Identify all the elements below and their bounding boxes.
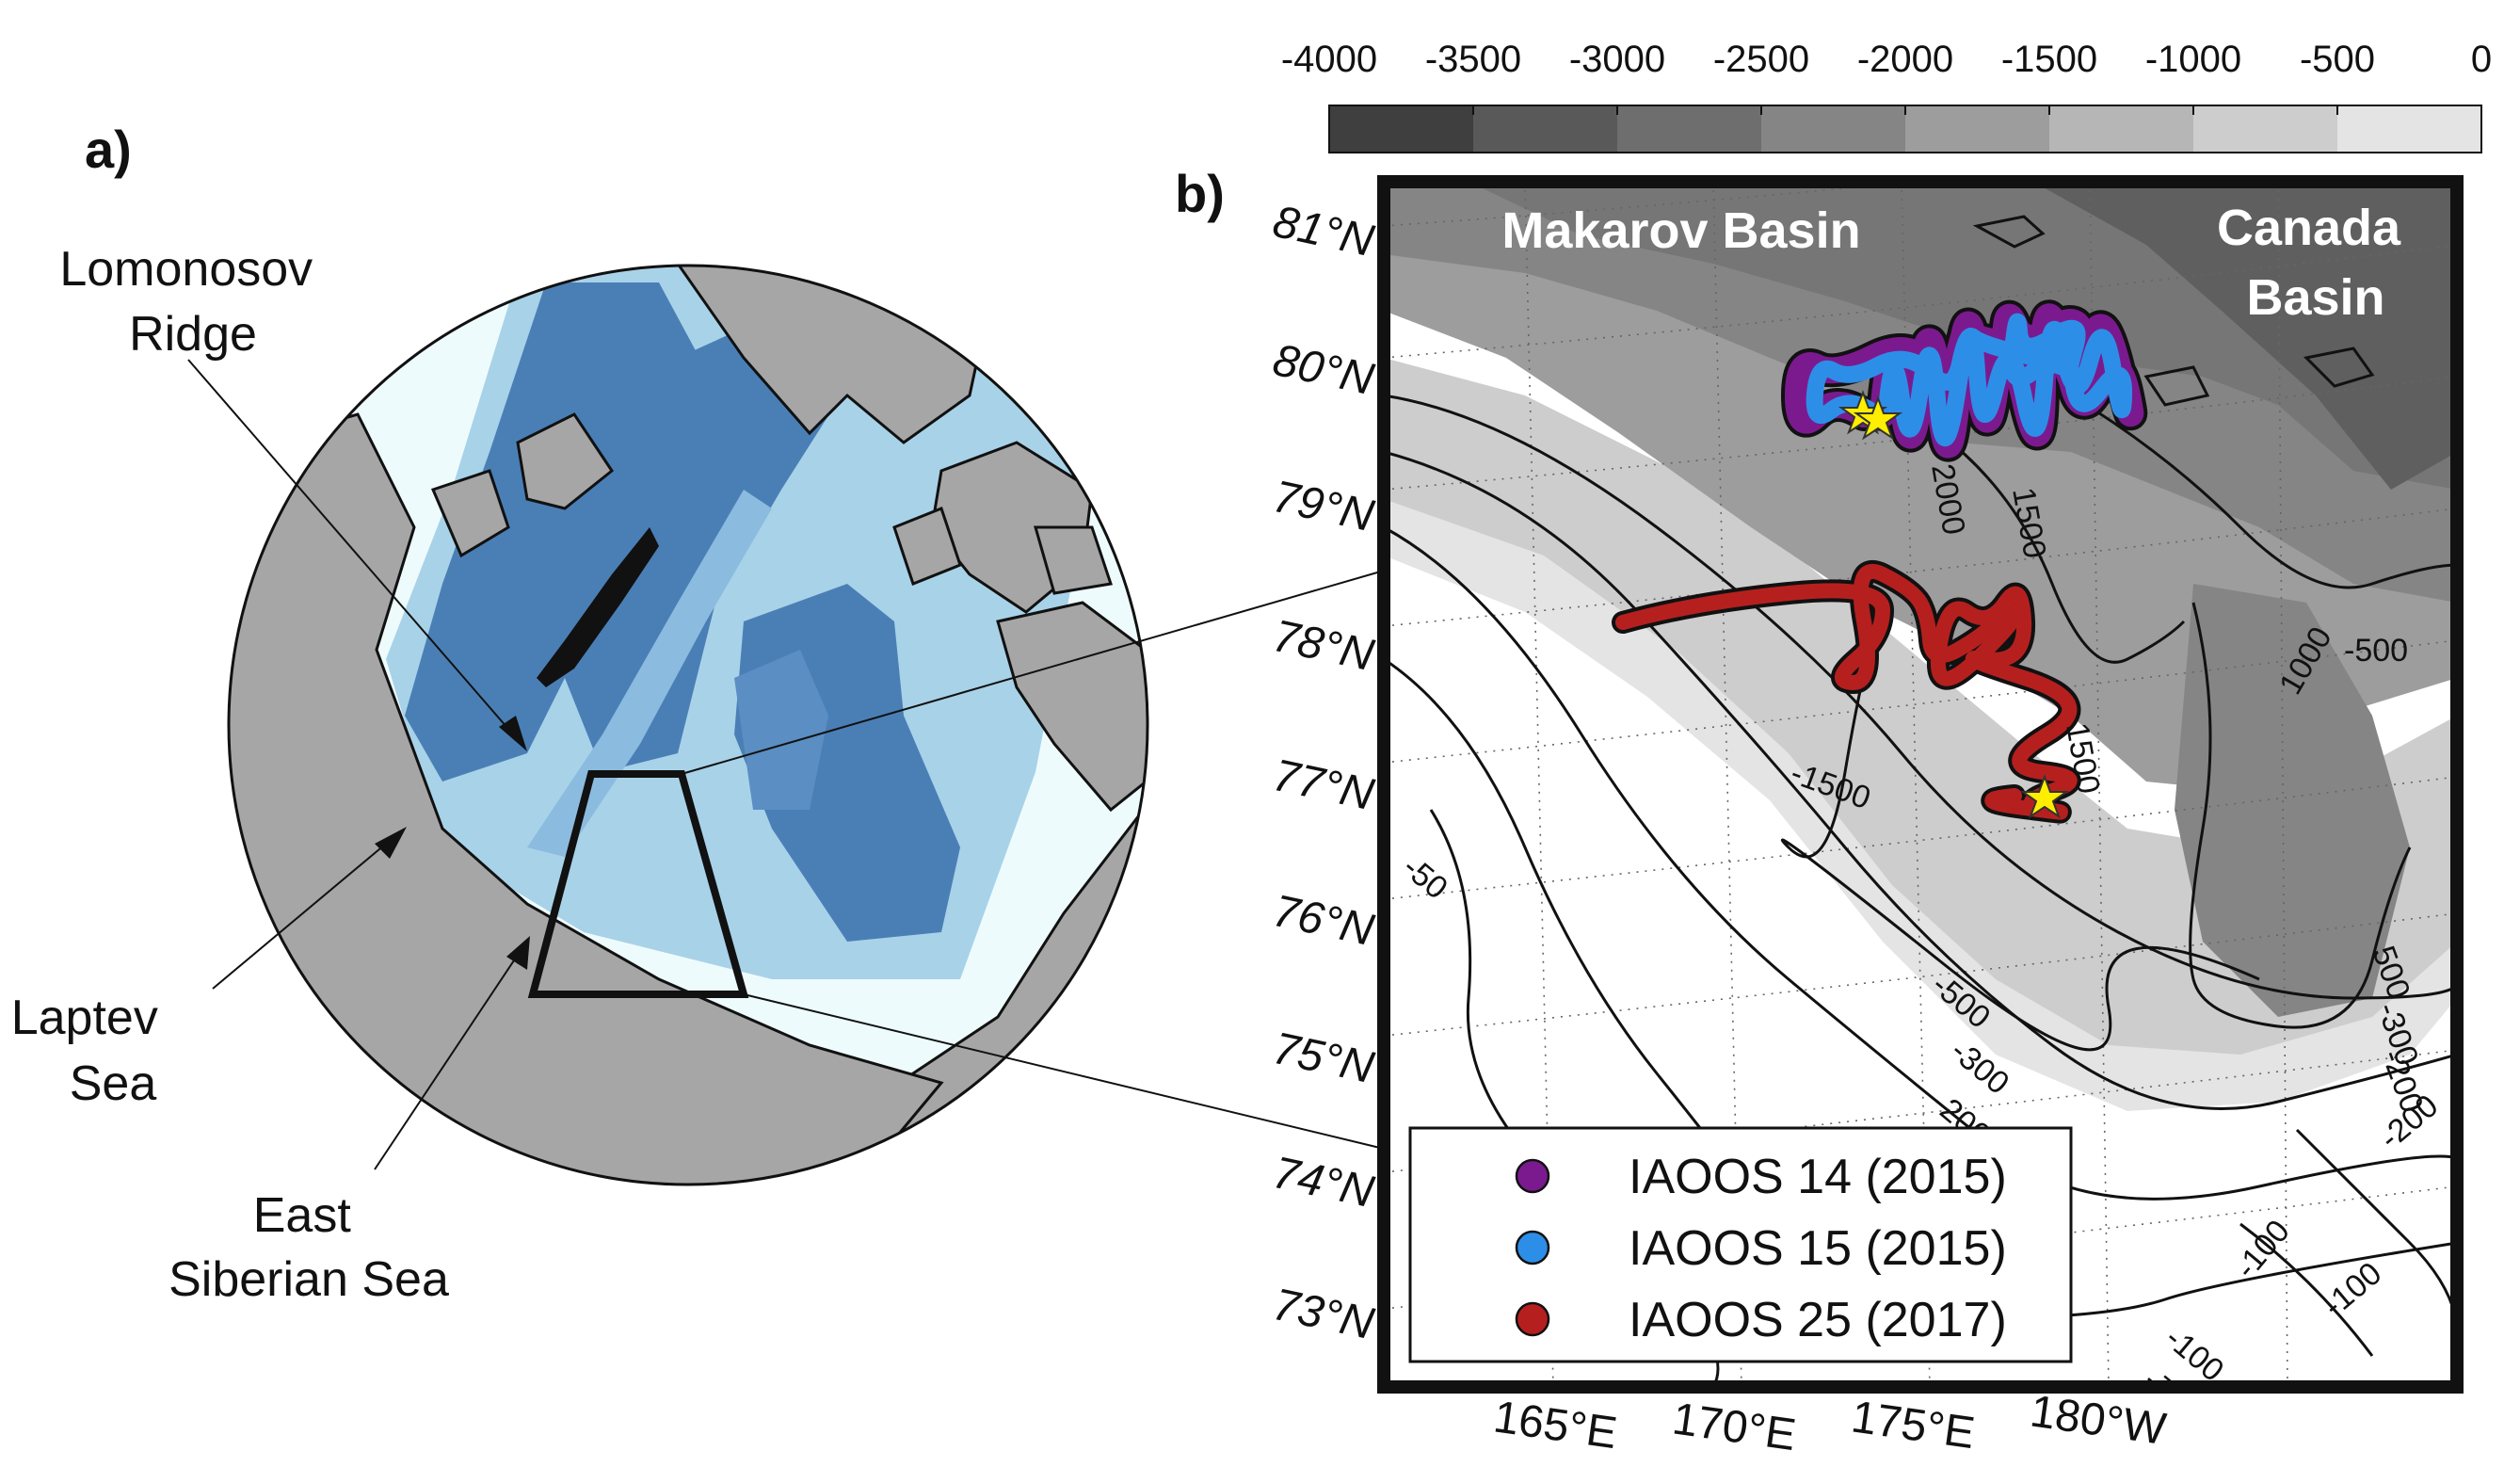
- colorbar-tick-label: -4000: [1281, 39, 1377, 80]
- colorbar-tick-label: -1000: [2145, 39, 2241, 80]
- colorbar-tick-label: -2000: [1857, 39, 1953, 80]
- legend-marker: [1515, 1301, 1550, 1337]
- iaoos-15-track: [1806, 313, 2133, 446]
- colorbar-cell: [1761, 105, 1906, 153]
- legend-marker: [1515, 1158, 1550, 1194]
- legend-label: IAOOS 25 (2017): [1629, 1293, 2007, 1347]
- map-frame: [1377, 175, 2464, 1394]
- colorbar-cell: [2337, 105, 2482, 153]
- east-siberian-sea-label: East Siberian Sea: [169, 1188, 449, 1307]
- colorbar-tick-label: -1500: [2001, 39, 2097, 80]
- graticule: [1384, 182, 2457, 1387]
- depth-colorbar: -4000 -3500 -3000 -2500 -2000 -1500 -1000 -500 0: [1281, 39, 2492, 153]
- legend-label: IAOOS 15 (2015): [1629, 1221, 2007, 1276]
- annotation-arrows: [187, 359, 530, 1170]
- laptev-sea-label: Laptev Sea: [11, 991, 172, 1111]
- latitude-label: 76°N: [1269, 886, 1378, 956]
- latitude-label: 74°N: [1269, 1148, 1378, 1217]
- latitude-label: 73°N: [1269, 1280, 1378, 1349]
- legend-marker: [1515, 1230, 1550, 1265]
- iaoos-15-start-star: [1853, 395, 1903, 441]
- longitude-label: 180°W: [2027, 1386, 2169, 1455]
- connector-line-bottom: [743, 993, 1385, 1150]
- latitude-label: 79°N: [1269, 472, 1378, 541]
- contour-label: -500: [2344, 633, 2408, 669]
- latitude-label: 75°N: [1269, 1024, 1378, 1093]
- eurasia-landmass: [229, 412, 944, 1185]
- longitude-labels: 165°E 170°E 175°E 180°W: [1490, 1386, 2169, 1460]
- makarov-basin-label: Makarov Basin: [1501, 202, 1860, 259]
- colorbar-cell: [1905, 105, 2050, 153]
- eurasian-basin: [405, 282, 725, 782]
- latitude-label: 77°N: [1269, 750, 1378, 820]
- panel-a-label: a): [85, 120, 132, 179]
- panel-b-label: b): [1175, 164, 1225, 223]
- longitude-label: 175°E: [1848, 1392, 1977, 1459]
- colorbar-cell: [2049, 105, 2194, 153]
- colorbar-tick-label: -2500: [1713, 39, 1809, 80]
- colorbar-tick-label: -3000: [1569, 39, 1665, 80]
- colorbar-cell: [1329, 105, 1474, 153]
- arctic-overview-map: [227, 264, 1149, 1186]
- lomonosov-ridge-label: Lomonosov Ridge: [59, 242, 326, 362]
- canada-basin-label: Canada Basin: [2217, 200, 2415, 326]
- latitude-labels: 81°N 80°N 79°N 78°N 77°N 76°N 75°N 74°N 73°N: [1269, 197, 1378, 1349]
- colorbar-cell: [1617, 105, 1762, 153]
- legend-label: IAOOS 14 (2015): [1629, 1150, 2007, 1204]
- legend: IAOOS 14 (2015) IAOOS 15 (2015) IAOOS 25 (…: [1408, 1126, 2073, 1363]
- colorbar-cell: [2193, 105, 2338, 153]
- latitude-label: 81°N: [1269, 197, 1378, 266]
- colorbar-tick-label: 0: [2471, 39, 2492, 80]
- iaoos-25-track: [1615, 563, 2078, 820]
- colorbar-tick-label: -3500: [1425, 39, 1521, 80]
- iaoos-25-start-star: [2019, 774, 2070, 819]
- longitude-label: 165°E: [1490, 1392, 1619, 1459]
- longitude-label: 170°E: [1669, 1394, 1798, 1460]
- latitude-label: 78°N: [1269, 611, 1378, 681]
- colorbar-cell: [1473, 105, 1618, 153]
- colorbar-tick-label: -500: [2300, 39, 2375, 80]
- connector-line-top: [681, 570, 1385, 775]
- latitude-label: 80°N: [1269, 335, 1378, 405]
